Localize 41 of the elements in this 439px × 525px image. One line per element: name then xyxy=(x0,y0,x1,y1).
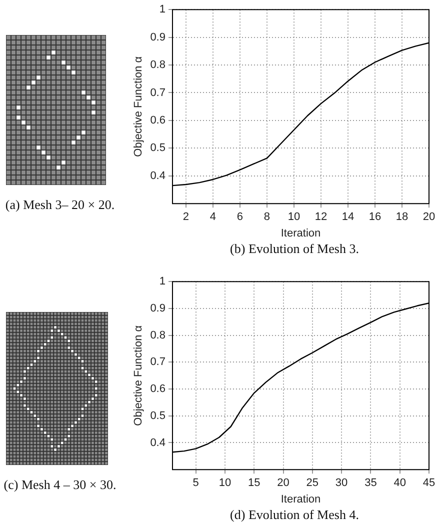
y-axis-title: Objective Function α xyxy=(132,56,145,157)
y-tick-label: 0.5 xyxy=(150,142,166,154)
x-tick-label: 45 xyxy=(422,477,436,490)
x-tick-label: 12 xyxy=(314,211,328,224)
x-tick-label: 20 xyxy=(422,211,436,224)
x-tick-label: 25 xyxy=(306,477,319,490)
y-tick-label: 0.7 xyxy=(150,356,166,368)
text: (a) Mesh 3– 20 × 20. xyxy=(4,197,116,213)
y-tick-label: 0.8 xyxy=(150,59,166,72)
y-tick-label: 0.7 xyxy=(150,86,166,99)
x-axis-title: Iteration xyxy=(280,227,321,240)
y-tick-label: 0.8 xyxy=(150,329,166,342)
y-tick-label: 0.9 xyxy=(150,31,166,44)
y-tick-label: 1 xyxy=(159,4,166,16)
x-tick-label: 40 xyxy=(394,477,406,490)
text: (b) Evolution of Mesh 3. xyxy=(229,241,360,257)
y-axis-title: Objective Function α xyxy=(132,324,145,426)
y-tick-label: 0.6 xyxy=(150,114,166,126)
x-tick-label: 2 xyxy=(182,211,190,224)
x-tick-label: 16 xyxy=(368,211,382,224)
y-tick-label: 0.9 xyxy=(150,302,166,314)
y-tick-label: 0.6 xyxy=(150,383,166,396)
x-tick-label: 6 xyxy=(236,211,244,224)
x-axis-title: Iteration xyxy=(280,493,321,506)
x-tick-label: 10 xyxy=(218,477,232,490)
x-tick-label: 8 xyxy=(264,211,270,224)
y-tick-label: 0.4 xyxy=(150,436,166,449)
y-tick-label: 0.5 xyxy=(150,410,166,422)
y-tick-label: 1 xyxy=(159,276,166,288)
x-tick-label: 14 xyxy=(342,211,354,224)
y-tick-label: 0.4 xyxy=(150,170,166,182)
text: (d) Evolution of Mesh 4. xyxy=(229,507,360,523)
x-tick-label: 4 xyxy=(210,211,216,224)
text: (c) Mesh 4 – 30 × 30. xyxy=(2,477,118,493)
x-tick-label: 20 xyxy=(277,477,290,490)
x-tick-label: 30 xyxy=(335,477,348,490)
x-tick-label: 10 xyxy=(288,211,300,224)
x-tick-label: 35 xyxy=(364,477,377,490)
x-tick-label: 5 xyxy=(192,477,199,490)
x-tick-label: 15 xyxy=(248,477,260,490)
x-tick-label: 18 xyxy=(396,211,408,224)
